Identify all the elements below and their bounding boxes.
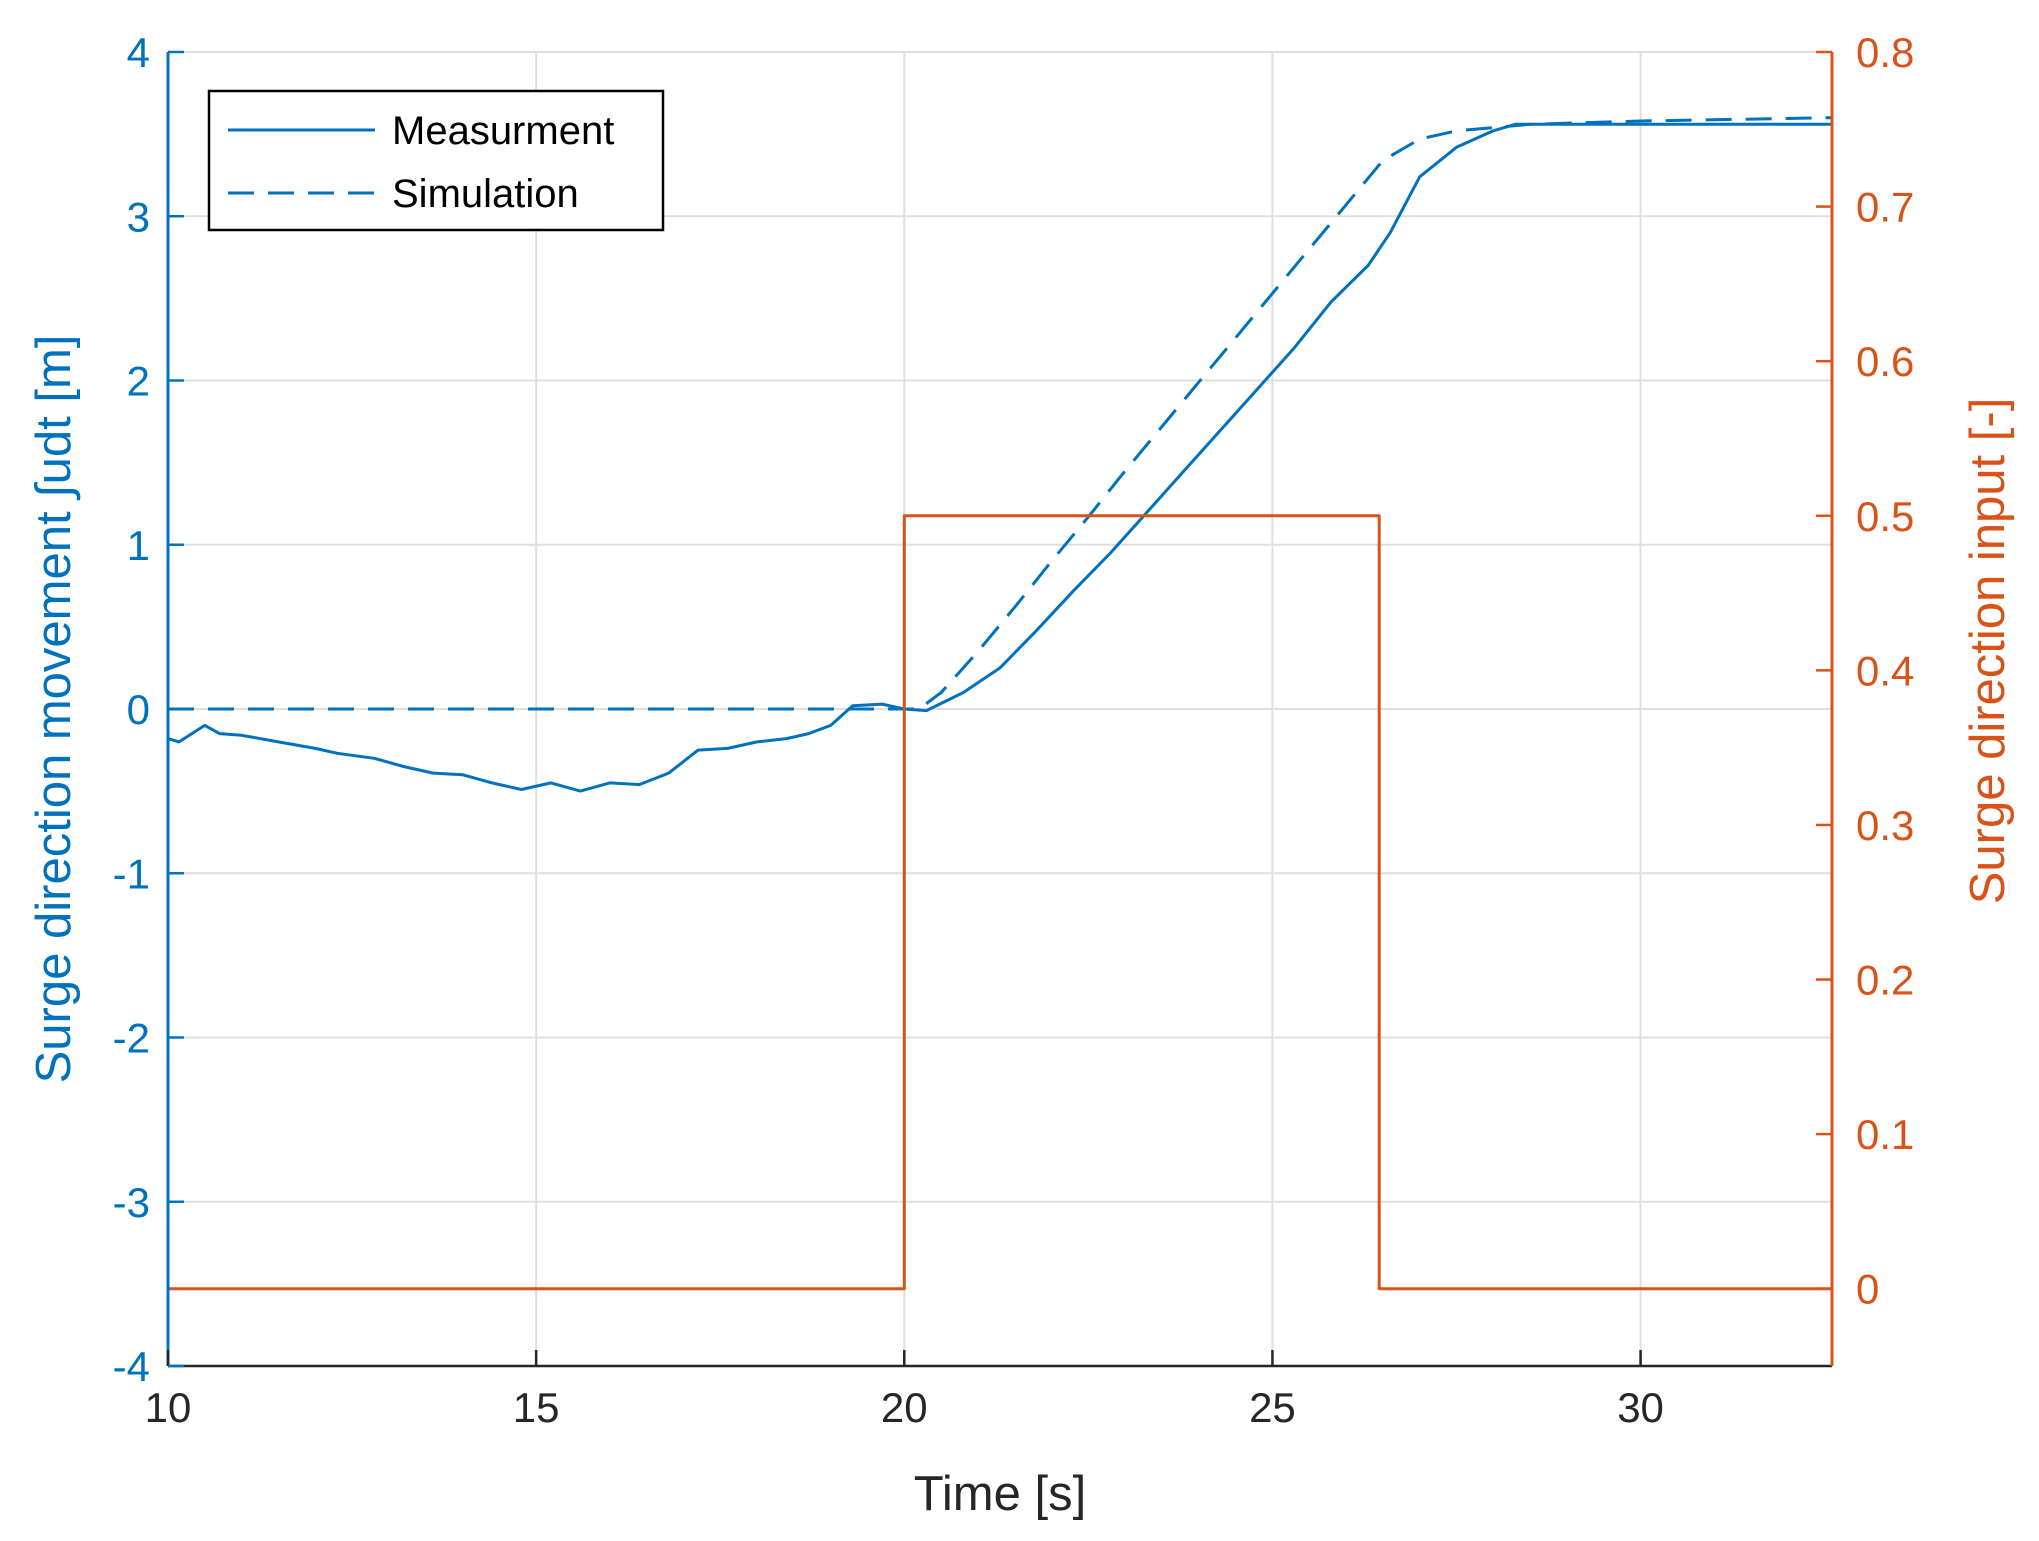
y-left-tick-label: 3: [127, 193, 150, 240]
y-axis-left-title: Surge direction movement ∫udt [m]: [27, 335, 81, 1084]
y-right-tick-label: 0.8: [1856, 29, 1914, 76]
y-right-tick-label: 0.5: [1856, 493, 1914, 540]
y-left-tick-label: 2: [127, 358, 150, 405]
series-line-measurment: [167, 122, 1832, 793]
y-left-tick-label: 1: [127, 522, 150, 569]
x-tick-label: 30: [1617, 1384, 1664, 1431]
x-axis-title: Time [s]: [914, 1467, 1086, 1521]
y-left-tick-label: -4: [113, 1343, 150, 1390]
y-left-tick-label: 0: [127, 686, 150, 733]
y-right-tick-label: 0.7: [1856, 184, 1914, 231]
y-left-tick-label: 4: [127, 29, 150, 76]
series-layer: [167, 116, 1833, 1291]
x-tick-label: 25: [1249, 1384, 1296, 1431]
y-left-tick-label: -1: [113, 850, 150, 897]
legend-box: [207, 89, 665, 232]
series-line-input: [168, 514, 1832, 1291]
y-right-tick-label: 0.2: [1856, 957, 1914, 1004]
legend-label-measurment: Measurment: [392, 109, 614, 153]
legend: Measurment Simulation: [207, 89, 665, 232]
x-tick-label: 15: [513, 1384, 560, 1431]
y-left-tick-label: -2: [113, 1015, 150, 1062]
series-line-simulation: [168, 116, 1833, 711]
x-tick-label: 10: [145, 1384, 192, 1431]
y-right-tick-label: 0.4: [1856, 647, 1914, 694]
legend-label-simulation: Simulation: [392, 172, 579, 216]
y-left-tick-label: -3: [113, 1179, 150, 1226]
y-right-tick-label: 0.6: [1856, 338, 1914, 385]
x-tick-label: 20: [881, 1384, 928, 1431]
ticks: 10 15 20 25 30 -4 -3 -2 -1 0 1 2 3 4 0 0.1 0.2 0.3 0.4 0.5 0…: [113, 29, 1915, 1431]
y-right-tick-label: 0.3: [1856, 802, 1914, 849]
y-axis-right-title: Surge direction input [-]: [1961, 398, 2015, 905]
y-right-tick-label: 0.1: [1856, 1111, 1914, 1158]
y-right-tick-label: 0: [1856, 1266, 1879, 1313]
